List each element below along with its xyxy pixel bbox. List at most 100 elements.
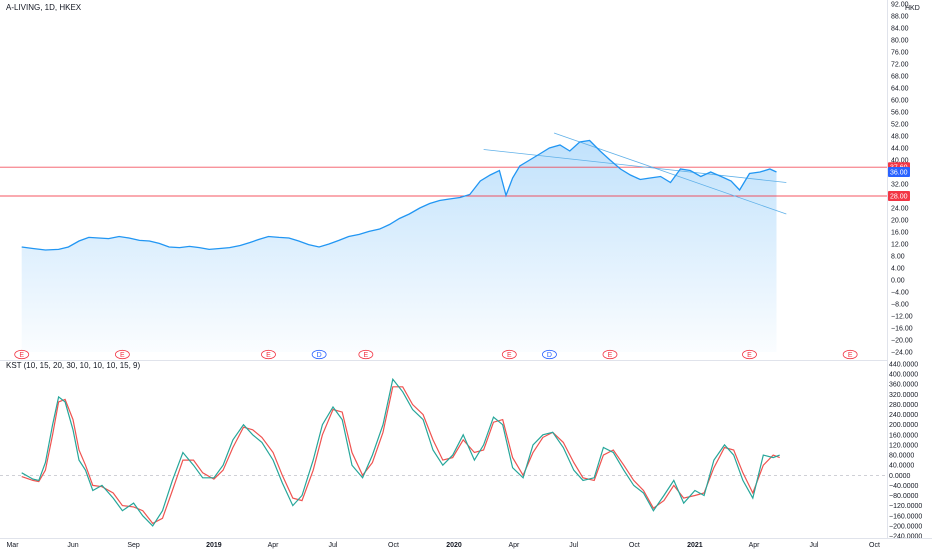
price-tick-label: 12.00: [891, 242, 909, 249]
time-tick-label: Jul: [328, 542, 337, 549]
event-marker-badge: [311, 349, 327, 360]
event-marker: E: [358, 349, 374, 360]
kst-tick-label: −160.0000: [889, 513, 922, 520]
price-area-fill: [21, 140, 777, 352]
time-tick-label: Apr: [508, 542, 520, 549]
event-marker: D: [311, 349, 327, 360]
time-tick-label: Oct: [869, 542, 880, 549]
event-marker: E: [842, 349, 858, 360]
kst-tick-label: 320.0000: [889, 392, 918, 399]
price-tick-label: 68.00: [891, 74, 909, 81]
price-tick-label: 44.00: [891, 146, 909, 153]
price-tick-label: 32.00: [891, 182, 909, 189]
price-tick-label: 52.00: [891, 122, 909, 129]
kst-tick-label: 280.0000: [889, 402, 918, 409]
kst-tick-label: 0.0000: [889, 473, 911, 480]
kst-pane[interactable]: KST (10, 15, 20, 30, 10, 10, 10, 15, 9): [0, 361, 887, 527]
price-tick-label: 0.00: [891, 278, 905, 285]
kst-tick-label: −240.0000: [889, 534, 922, 541]
price-pane[interactable]: E E E D E E D E E E A-LIVING, 1D, HKEX: [0, 3, 887, 360]
price-chart-title: A-LIVING, 1D, HKEX: [6, 3, 82, 12]
price-tick-label: −12.00: [891, 314, 913, 321]
price-tick-label: 80.00: [891, 38, 909, 45]
price-tick-label: −24.00: [891, 350, 913, 357]
trend-lines: [483, 132, 787, 215]
kst-tick-label: −80.0000: [889, 493, 918, 500]
price-tick-label: −20.00: [891, 338, 913, 345]
event-marker-badge: [602, 349, 618, 360]
price-tick-label: −8.00: [891, 302, 909, 309]
event-marker: E: [742, 349, 757, 360]
event-marker-badge: [114, 349, 130, 360]
event-marker: E: [114, 349, 130, 360]
event-marker: E: [261, 349, 276, 360]
time-tick-label: Oct: [629, 542, 640, 549]
price-tick-label: 64.00: [891, 86, 909, 93]
event-marker-badge: [742, 349, 757, 360]
event-marker-badge: [14, 349, 30, 360]
price-tick-label: 72.00: [891, 62, 909, 69]
price-tick-label: −16.00: [891, 326, 913, 333]
trend-line: [553, 132, 787, 215]
event-marker: D: [542, 349, 557, 360]
kst-tick-label: 80.0000: [889, 453, 914, 460]
price-tick-label: 56.00: [891, 110, 909, 117]
kst-indicator-title: KST (10, 15, 20, 30, 10, 10, 10, 15, 9): [6, 361, 141, 370]
time-tick-label: Apr: [268, 542, 280, 549]
kst-signal-line: [21, 386, 780, 525]
price-tick-label: 48.00: [891, 134, 909, 141]
event-marker-label: E: [747, 352, 752, 359]
kst-tick-label: −40.0000: [889, 483, 918, 490]
price-line: [21, 139, 777, 251]
time-tick-label: Sep: [127, 542, 140, 549]
event-marker-badge: [261, 349, 276, 360]
kst-tick-label: −200.0000: [889, 523, 922, 530]
event-marker-label: E: [266, 352, 271, 359]
event-marker-badge: [501, 349, 517, 360]
price-tick-label: 24.00: [891, 206, 909, 213]
event-marker: E: [602, 349, 618, 360]
horizontal-levels: [0, 166, 887, 197]
kst-tick-label: 240.0000: [889, 412, 918, 419]
kst-tick-label: 120.0000: [889, 442, 918, 449]
price-tick-label: 4.00: [891, 266, 905, 273]
time-tick-label: Oct: [388, 542, 399, 549]
price-tick-label: 20.00: [891, 218, 909, 225]
time-tick-label: Mar: [6, 542, 19, 549]
event-marker-label: E: [120, 352, 125, 359]
time-tick-label: Jul: [809, 542, 818, 549]
kst-tick-label: 400.0000: [889, 372, 918, 379]
time-axis-ticks: Mar Jun Sep 2019 Apr Jul Oct 2020 Apr Jul Oct 2021 A…: [6, 542, 880, 549]
price-tick-label: 16.00: [891, 230, 909, 237]
currency-label: HKD: [905, 5, 920, 12]
kst-main-line: [21, 377, 780, 527]
price-tick-label: 40.00: [891, 158, 909, 165]
price-tag-label: 36.00: [890, 170, 908, 177]
event-marker-label: E: [364, 352, 369, 359]
event-marker: E: [501, 349, 517, 360]
event-marker-label: E: [608, 352, 613, 359]
kst-tick-label: 40.0000: [889, 463, 914, 470]
time-axis[interactable]: Mar Jun Sep 2019 Apr Jul Oct 2020 Apr Jul Oct 2021 A…: [0, 538, 932, 550]
price-axis[interactable]: −24.00 −20.00 −16.00 −12.00 −8.00 −4.00 0.00 4.…: [887, 0, 923, 541]
price-tick-label: 8.00: [891, 254, 905, 261]
price-tick-label: 92.00: [891, 2, 909, 9]
time-tick-label: Jul: [569, 542, 578, 549]
event-marker-label: D: [317, 352, 322, 359]
price-tick-label: 84.00: [891, 26, 909, 33]
time-tick-label: Jun: [67, 542, 78, 549]
time-tick-label: 2020: [446, 542, 462, 549]
trend-line: [483, 149, 787, 183]
time-tick-label: 2019: [206, 542, 222, 549]
time-tick-label: Apr: [749, 542, 761, 549]
event-marker-label: E: [19, 352, 24, 359]
kst-tick-label: 200.0000: [889, 422, 918, 429]
event-marker-badge: [842, 349, 858, 360]
event-marker-label: E: [507, 352, 512, 359]
kst-axis-ticks: −240.0000 −200.0000 −160.0000 −120.0000 −80.…: [889, 362, 922, 541]
price-tick-label: −4.00: [891, 290, 909, 297]
event-marker-badge: [358, 349, 374, 360]
